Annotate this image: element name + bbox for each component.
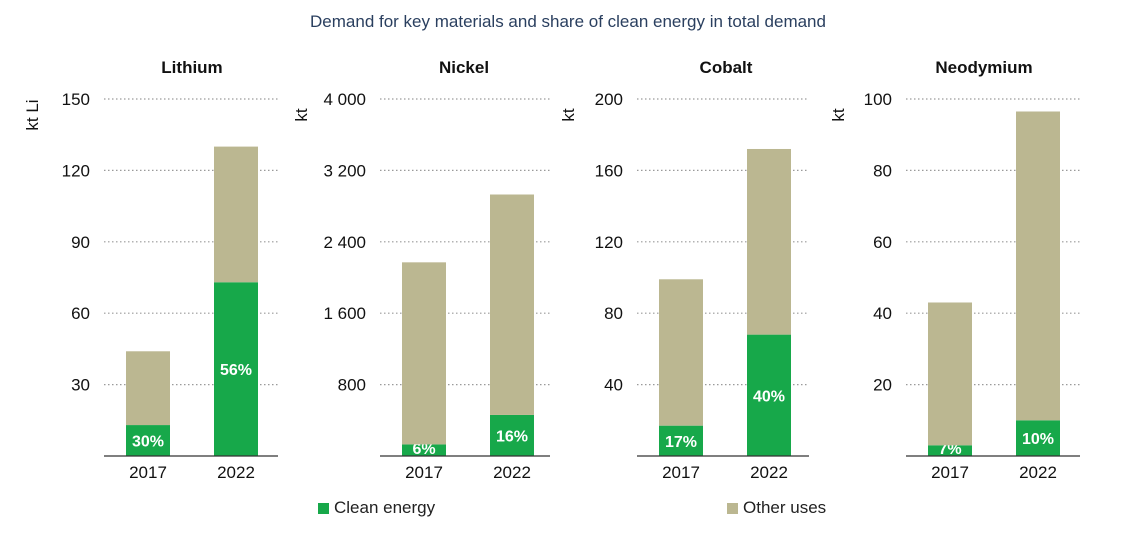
lithium-y-tick-label: 120 [62, 161, 90, 180]
nickel-share-label-2017: 6% [412, 441, 435, 458]
legend-other-swatch [727, 502, 738, 514]
lithium-panel-title: Lithium [161, 58, 222, 77]
lithium-y-tick-label: 60 [71, 304, 90, 323]
neodymium-share-label-2022: 10% [1022, 431, 1054, 448]
neodymium-y-tick-label: 40 [873, 304, 892, 323]
lithium-bar-clean-energy-2022 [214, 282, 258, 456]
neodymium-y-tick-label: 100 [864, 90, 892, 109]
nickel-y-tick-label: 4 000 [323, 90, 366, 109]
cobalt-share-label-2017: 17% [665, 434, 697, 451]
lithium-y-tick-label: 30 [71, 376, 90, 395]
nickel-panel-title: Nickel [439, 58, 489, 77]
nickel-bar-clean-energy-2017 [402, 444, 446, 456]
neodymium-y-axis-label: kt [829, 108, 848, 122]
neodymium-bar-other-uses-2017 [928, 302, 972, 446]
chart-title: Demand for key materials and share of cl… [310, 12, 826, 31]
lithium-y-tick-label: 150 [62, 90, 90, 109]
cobalt-y-tick-label: 120 [595, 233, 623, 252]
neodymium-bar-other-uses-2022 [1016, 111, 1060, 421]
nickel-y-tick-label: 3 200 [323, 161, 366, 180]
cobalt-y-tick-label: 40 [604, 376, 623, 395]
legend-other-uses: Other uses [727, 498, 826, 518]
nickel-bar-clean-energy-2022 [490, 414, 534, 456]
lithium-share-label-2017: 30% [132, 434, 164, 451]
lithium-x-tick-label: 2022 [217, 463, 255, 482]
nickel-x-tick-label: 2017 [405, 463, 443, 482]
cobalt-share-label-2022: 40% [753, 388, 785, 405]
lithium-bar-clean-energy-2017 [126, 425, 170, 456]
legend-clean-label: Clean energy [334, 498, 436, 517]
cobalt-y-tick-label: 160 [595, 161, 623, 180]
cobalt-y-tick-label: 200 [595, 90, 623, 109]
lithium-x-tick-label: 2017 [129, 463, 167, 482]
cobalt-bar-other-uses-2022 [747, 148, 791, 335]
lithium-share-label-2022: 56% [220, 362, 252, 379]
nickel-y-tick-label: 2 400 [323, 233, 366, 252]
legend-other-label: Other uses [743, 498, 827, 517]
neodymium-bar-clean-energy-2022 [1016, 420, 1060, 456]
neodymium-y-tick-label: 60 [873, 233, 892, 252]
nickel-x-tick-label: 2022 [493, 463, 531, 482]
nickel-share-label-2022: 16% [496, 428, 528, 445]
lithium-bar-other-uses-2022 [214, 146, 258, 283]
cobalt-bar-other-uses-2017 [659, 279, 703, 426]
neodymium-bar-clean-energy-2017 [928, 445, 972, 456]
neodymium-y-tick-label: 80 [873, 161, 892, 180]
neodymium-x-tick-label: 2017 [931, 463, 969, 482]
legend-clean-swatch [318, 502, 329, 514]
cobalt-y-tick-label: 80 [604, 304, 623, 323]
lithium-y-tick-label: 90 [71, 233, 90, 252]
legend-clean-energy: Clean energy [318, 498, 435, 518]
cobalt-bar-clean-energy-2022 [747, 334, 791, 456]
neodymium-panel-title: Neodymium [935, 58, 1032, 77]
nickel-bar-other-uses-2017 [402, 262, 446, 445]
neodymium-x-tick-label: 2022 [1019, 463, 1057, 482]
cobalt-x-tick-label: 2022 [750, 463, 788, 482]
cobalt-panel-title: Cobalt [700, 58, 753, 77]
lithium-y-axis-label: kt Li [23, 99, 42, 130]
nickel-y-tick-label: 800 [338, 376, 366, 395]
neodymium-y-tick-label: 20 [873, 376, 892, 395]
cobalt-bar-clean-energy-2017 [659, 425, 703, 456]
lithium-bar-other-uses-2017 [126, 351, 170, 426]
nickel-bar-other-uses-2022 [490, 194, 534, 415]
cobalt-x-tick-label: 2017 [662, 463, 700, 482]
nickel-y-axis-label: kt [292, 108, 311, 122]
cobalt-y-axis-label: kt [559, 108, 578, 122]
nickel-y-tick-label: 1 600 [323, 304, 366, 323]
